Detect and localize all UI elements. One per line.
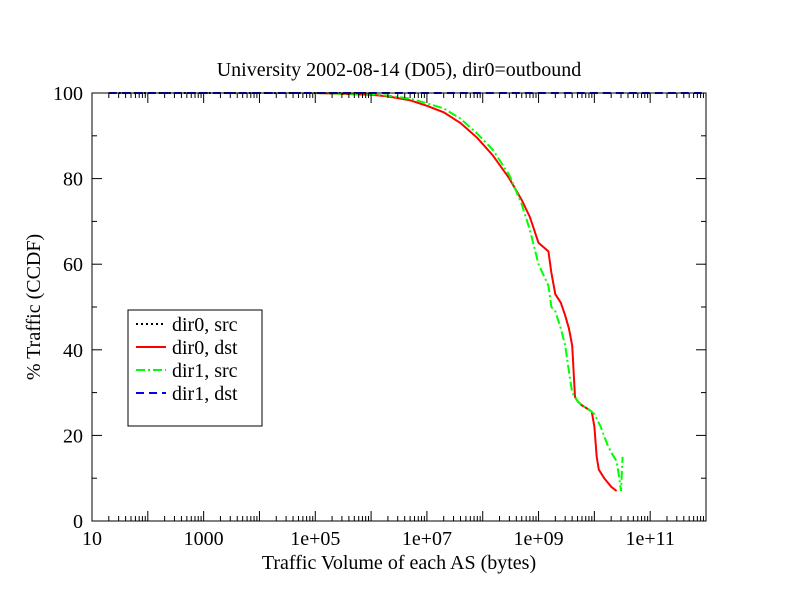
chart-title: University 2002-08-14 (D05), dir0=outbou… [217, 59, 582, 81]
series-line-dir0-dst [315, 92, 618, 492]
x-tick-label: 1e+09 [513, 528, 563, 550]
x-tick-label: 10 [82, 528, 102, 550]
x-tick-label: 1e+07 [402, 528, 452, 550]
legend-label: dir1, src [172, 360, 238, 382]
series-line-dir1-src [315, 92, 624, 492]
legend-label: dir0, dst [172, 337, 238, 359]
legend-box [127, 309, 263, 427]
legend-label: dir0, src [172, 314, 238, 336]
y-tick-label: 20 [63, 425, 83, 447]
x-axis-label: Traffic Volume of each AS (bytes) [262, 552, 536, 574]
x-tick-label: 1e+11 [625, 528, 674, 550]
legend-label: dir1, dst [172, 383, 238, 405]
y-tick-label: 60 [63, 254, 83, 276]
y-tick-label: 100 [53, 83, 83, 105]
y-tick-label: 40 [63, 340, 83, 362]
x-tick-label: 1000 [184, 528, 224, 550]
y-tick-label: 0 [73, 511, 83, 533]
x-tick-label: 1e+05 [290, 528, 340, 550]
ticks-layer: 10 1000 1e+05 1e+07 1e+09 1e+11 0 20 40 60 80 100 [53, 83, 707, 550]
y-axis-label: % Traffic (CCDF) [23, 234, 45, 380]
y-tick-label: 80 [63, 169, 83, 191]
